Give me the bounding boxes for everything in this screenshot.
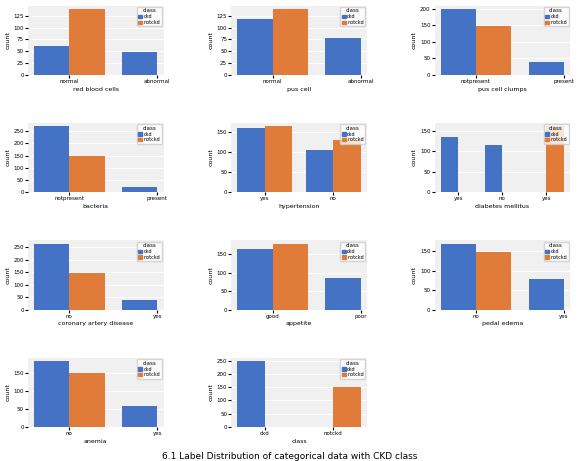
Legend: ckd, notckd: ckd, notckd <box>543 124 568 144</box>
Bar <box>265 126 292 192</box>
X-axis label: pedal edema: pedal edema <box>481 321 523 326</box>
Bar <box>122 406 157 427</box>
Bar <box>122 300 157 309</box>
Bar <box>476 26 511 75</box>
Y-axis label: count: count <box>412 31 417 49</box>
X-axis label: anemia: anemia <box>84 439 107 444</box>
Legend: ckd, notckd: ckd, notckd <box>340 124 365 144</box>
Legend: ckd, notckd: ckd, notckd <box>340 359 365 379</box>
Legend: ckd, notckd: ckd, notckd <box>543 242 568 261</box>
Bar <box>273 244 308 309</box>
Bar <box>122 187 157 192</box>
Bar <box>70 373 104 427</box>
Legend: ckd, notckd: ckd, notckd <box>340 242 365 261</box>
Y-axis label: count: count <box>412 266 417 284</box>
Text: 6.1 Label Distribution of categorical data with CKD class: 6.1 Label Distribution of categorical da… <box>162 452 418 461</box>
Bar <box>334 387 361 427</box>
Bar <box>34 47 70 75</box>
X-axis label: coronary artery disease: coronary artery disease <box>58 321 133 326</box>
Legend: ckd, notckd: ckd, notckd <box>137 7 162 26</box>
Bar <box>34 244 70 309</box>
Y-axis label: count: count <box>209 31 214 49</box>
Bar <box>237 361 265 427</box>
X-axis label: appetite: appetite <box>286 321 312 326</box>
Bar <box>273 9 308 75</box>
Bar <box>70 9 104 75</box>
Bar <box>528 279 564 309</box>
Legend: ckd, notckd: ckd, notckd <box>137 359 162 379</box>
Legend: ckd, notckd: ckd, notckd <box>340 7 365 26</box>
Bar <box>334 140 361 192</box>
X-axis label: pus cell: pus cell <box>287 87 311 92</box>
Bar <box>237 19 273 75</box>
Bar <box>441 137 458 192</box>
Legend: ckd, notckd: ckd, notckd <box>543 7 568 26</box>
Y-axis label: count: count <box>6 148 10 166</box>
X-axis label: diabetes mellitus: diabetes mellitus <box>475 204 530 209</box>
Y-axis label: count: count <box>6 384 10 402</box>
X-axis label: red blood cells: red blood cells <box>72 87 119 92</box>
Bar <box>476 252 511 309</box>
Bar <box>441 244 476 309</box>
Bar <box>34 361 70 427</box>
Bar <box>306 150 334 192</box>
Bar <box>441 9 476 75</box>
Legend: ckd, notckd: ckd, notckd <box>137 242 162 261</box>
Bar <box>485 145 502 192</box>
Y-axis label: count: count <box>6 31 10 49</box>
Bar <box>325 278 361 309</box>
Bar <box>237 248 273 309</box>
Y-axis label: count: count <box>412 148 417 166</box>
Y-axis label: count: count <box>6 266 10 284</box>
Bar <box>70 273 104 309</box>
Bar <box>546 126 564 192</box>
Y-axis label: count: count <box>209 148 214 166</box>
Bar <box>34 126 70 192</box>
Y-axis label: count: count <box>209 266 214 284</box>
X-axis label: pus cell clumps: pus cell clumps <box>478 87 527 92</box>
Bar <box>528 62 564 75</box>
X-axis label: hypertension: hypertension <box>278 204 320 209</box>
Legend: ckd, notckd: ckd, notckd <box>137 124 162 144</box>
Bar <box>325 38 361 75</box>
X-axis label: class: class <box>291 439 307 444</box>
Bar <box>122 52 157 75</box>
Bar <box>70 156 104 192</box>
X-axis label: bacteria: bacteria <box>83 204 109 209</box>
Y-axis label: count: count <box>209 384 214 402</box>
Bar <box>237 128 265 192</box>
